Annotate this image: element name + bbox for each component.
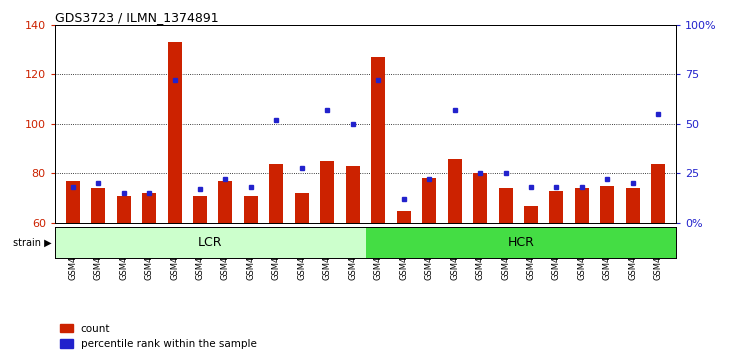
Bar bbox=[219, 181, 232, 223]
Bar bbox=[167, 42, 181, 223]
Bar bbox=[575, 188, 589, 223]
Bar bbox=[269, 164, 284, 223]
Bar bbox=[142, 193, 156, 223]
Bar bbox=[447, 159, 462, 223]
Bar bbox=[473, 173, 487, 223]
Bar bbox=[244, 196, 258, 223]
Text: HCR: HCR bbox=[507, 236, 534, 249]
Text: GDS3723 / ILMN_1374891: GDS3723 / ILMN_1374891 bbox=[55, 11, 219, 24]
Bar bbox=[626, 188, 640, 223]
Text: LCR: LCR bbox=[198, 236, 222, 249]
Bar bbox=[193, 196, 207, 223]
Bar bbox=[366, 227, 676, 258]
Bar bbox=[91, 188, 105, 223]
Bar bbox=[346, 166, 360, 223]
Bar bbox=[371, 57, 385, 223]
Bar bbox=[295, 193, 308, 223]
Bar bbox=[651, 164, 665, 223]
Bar bbox=[600, 186, 615, 223]
Bar bbox=[550, 191, 564, 223]
Legend: count, percentile rank within the sample: count, percentile rank within the sample bbox=[60, 324, 257, 349]
Bar bbox=[55, 227, 366, 258]
Bar bbox=[397, 211, 411, 223]
Bar bbox=[66, 181, 80, 223]
Bar bbox=[499, 188, 512, 223]
Bar bbox=[423, 178, 436, 223]
Bar bbox=[320, 161, 334, 223]
Text: strain ▶: strain ▶ bbox=[12, 238, 51, 247]
Bar bbox=[524, 206, 538, 223]
Bar bbox=[116, 196, 131, 223]
